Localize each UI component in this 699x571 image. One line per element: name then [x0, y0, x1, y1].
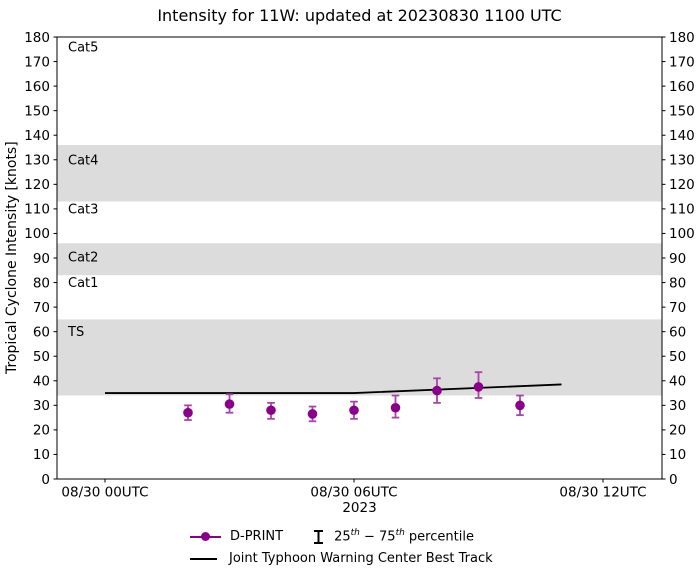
- y-tick-label-left: 160: [24, 79, 50, 95]
- data-point-marker: [473, 382, 484, 392]
- category-label: Cat3: [68, 202, 98, 217]
- category-band: [57, 243, 662, 276]
- percentile-sup-2: th: [395, 528, 405, 539]
- y-tick-label-right: 150: [669, 103, 695, 119]
- y-tick-label-right: 20: [669, 423, 686, 439]
- y-tick-label-left: 100: [24, 226, 50, 242]
- x-tick-label: 08/30 12UTC: [559, 485, 646, 501]
- legend-label-percentile: 25th − 75th percentile: [334, 528, 474, 544]
- y-tick-label-right: 100: [669, 226, 695, 242]
- y-tick-label-left: 60: [33, 324, 50, 340]
- y-tick-label-right: 90: [669, 251, 686, 267]
- percentile-text-2: − 75: [359, 529, 396, 545]
- data-point-marker: [390, 402, 401, 413]
- dprint-line-marker-icon: [190, 531, 221, 542]
- y-tick-label-right: 10: [669, 447, 686, 463]
- y-tick-label-left: 50: [33, 349, 50, 365]
- errorbar-icon: [314, 529, 324, 544]
- y-tick-label-right: 60: [669, 324, 686, 340]
- y-tick-label-left: 20: [33, 423, 50, 439]
- category-label: Cat1: [68, 276, 98, 291]
- legend-label-dprint: D-PRINT: [230, 529, 284, 544]
- legend: D-PRINT 25th − 75th percentile Joint Typ…: [190, 527, 493, 568]
- data-point-marker: [266, 405, 276, 416]
- y-tick-label-right: 70: [669, 300, 686, 316]
- legend-row-dprint: D-PRINT 25th − 75th percentile: [190, 527, 493, 546]
- percentile-text-3: percentile: [404, 529, 474, 545]
- y-tick-label-right: 180: [669, 30, 695, 46]
- y-tick-label-left: 70: [33, 300, 50, 316]
- y-tick-label-right: 0: [669, 472, 678, 488]
- y-tick-label-left: 80: [33, 275, 50, 291]
- x-tick-label: 08/30 00UTC: [61, 485, 148, 501]
- data-point-marker: [183, 407, 193, 418]
- y-tick-label-left: 0: [41, 472, 50, 488]
- category-label: Cat2: [68, 250, 98, 265]
- percentile-sup-1: th: [350, 528, 360, 539]
- y-tick-label-left: 150: [24, 103, 50, 119]
- y-tick-label-right: 130: [669, 153, 695, 169]
- y-tick-label-left: 180: [24, 30, 50, 46]
- y-tick-label-right: 50: [669, 349, 686, 365]
- percentile-text-1: 25: [334, 529, 351, 545]
- y-tick-label-right: 80: [669, 275, 686, 291]
- y-tick-label-left: 110: [24, 202, 50, 218]
- y-tick-label-left: 130: [24, 153, 50, 169]
- best-track-line-icon: [190, 557, 217, 560]
- y-tick-label-left: 170: [24, 54, 50, 70]
- x-tick-label: 08/30 06UTC: [310, 485, 397, 501]
- y-tick-label-right: 30: [669, 398, 686, 414]
- best-track-line: [105, 383, 562, 394]
- category-band: [57, 319, 662, 396]
- y-tick-label-left: 10: [33, 447, 50, 463]
- y-tick-label-left: 30: [33, 398, 50, 414]
- y-tick-label-right: 160: [669, 79, 695, 95]
- y-tick-label-left: 140: [24, 128, 50, 144]
- category-label: Cat5: [68, 40, 98, 55]
- x-axis-year-label: 2023: [342, 500, 377, 516]
- legend-label-besttrack: Joint Typhoon Warning Center Best Track: [229, 551, 493, 566]
- y-tick-label-right: 140: [669, 128, 695, 144]
- data-point-marker: [349, 405, 359, 416]
- category-label: TS: [67, 325, 84, 340]
- data-point-marker: [307, 409, 318, 419]
- data-point-marker: [432, 385, 442, 396]
- category-band: [57, 145, 662, 202]
- y-tick-label-right: 120: [669, 177, 695, 193]
- category-label: Cat4: [68, 153, 98, 168]
- legend-row-besttrack: Joint Typhoon Warning Center Best Track: [190, 549, 493, 568]
- y-tick-label-left: 40: [33, 374, 50, 390]
- y-tick-label-right: 40: [669, 374, 686, 390]
- data-point-marker: [515, 400, 525, 411]
- y-tick-label-left: 120: [24, 177, 50, 193]
- y-tick-label-left: 90: [33, 251, 50, 267]
- data-point-marker: [224, 399, 235, 409]
- chart-title: Intensity for 11W: updated at 20230830 1…: [157, 6, 562, 25]
- dprint-dot-icon: [201, 532, 210, 541]
- y-tick-label-right: 110: [669, 202, 695, 218]
- y-tick-label-right: 170: [669, 54, 695, 70]
